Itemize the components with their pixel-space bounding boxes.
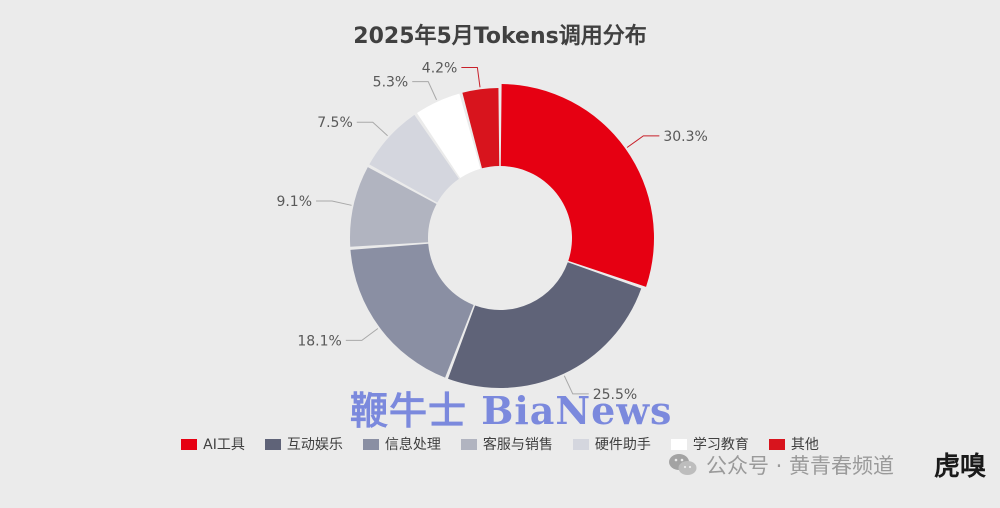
data-label-4: 9.1% xyxy=(276,194,312,210)
wechat-watermark-text: 公众号 · 黄青春频道 xyxy=(706,454,895,478)
slice-3 xyxy=(350,243,474,378)
data-label-5: 7.5% xyxy=(317,115,353,131)
legend-label: 客服与销售 xyxy=(482,437,553,453)
legend-swatch xyxy=(460,438,477,450)
legend-item-6: 学习教育 xyxy=(670,434,749,454)
data-label-6: 5.3% xyxy=(373,75,409,91)
legend-item-5: 硬件助手 xyxy=(572,434,651,454)
legend-swatch xyxy=(768,438,785,450)
bianews-watermark: 鞭牛士 BiaNews xyxy=(350,388,673,433)
slice-5 xyxy=(369,114,459,203)
leader-line-2 xyxy=(563,375,589,395)
legend-item-1: AI工具 xyxy=(181,434,245,454)
data-label-3: 18.1% xyxy=(297,333,341,349)
slice-4 xyxy=(350,167,437,247)
slice-6 xyxy=(416,93,481,179)
wechat-watermark: 公众号 · 黄青春频道 xyxy=(668,450,894,480)
leader-line-5 xyxy=(356,121,388,137)
legend-label: 硬件助手 xyxy=(594,437,651,453)
wechat-icon xyxy=(669,454,697,475)
legend-item-2: 互动娱乐 xyxy=(264,434,343,454)
leader-line-3 xyxy=(345,328,379,341)
legend-swatch xyxy=(362,438,379,450)
legend-swatch xyxy=(572,438,589,450)
legend-label: 其他 xyxy=(790,437,819,453)
legend-swatch xyxy=(670,438,687,450)
legend-item-7: 其他 xyxy=(768,434,819,454)
leader-line-7 xyxy=(461,66,481,88)
legend-label: 学习教育 xyxy=(692,437,749,453)
legend-swatch xyxy=(181,438,198,450)
leader-line-6 xyxy=(412,81,438,101)
legend-item-4: 客服与销售 xyxy=(460,434,553,454)
slice-1 xyxy=(500,84,654,287)
legend-label: 信息处理 xyxy=(384,437,441,453)
corner-logo: 虎嗅 xyxy=(934,452,987,482)
slice-2 xyxy=(448,262,642,388)
donut-chart: 30.3% 25.5% 18.1% 9.1% 7.5% 5.3% 4.2% xyxy=(276,60,707,403)
leader-line-4 xyxy=(316,200,352,206)
legend-label: 互动娱乐 xyxy=(286,437,343,453)
data-label-1: 30.3% xyxy=(663,129,707,145)
legend-label: AI工具 xyxy=(203,437,245,453)
data-label-2: 25.5% xyxy=(593,387,637,403)
legend-item-3: 信息处理 xyxy=(362,434,441,454)
data-label-7: 4.2% xyxy=(422,60,458,76)
chart-title: 2025年5月Tokens调用分布 xyxy=(353,24,647,49)
legend: AI工具 互动娱乐 信息处理 客服与销售 硬件助手 学习教育 其他 xyxy=(0,434,1000,454)
legend-swatch xyxy=(264,438,281,450)
slice-7 xyxy=(462,88,500,169)
leader-line-1 xyxy=(626,135,660,148)
